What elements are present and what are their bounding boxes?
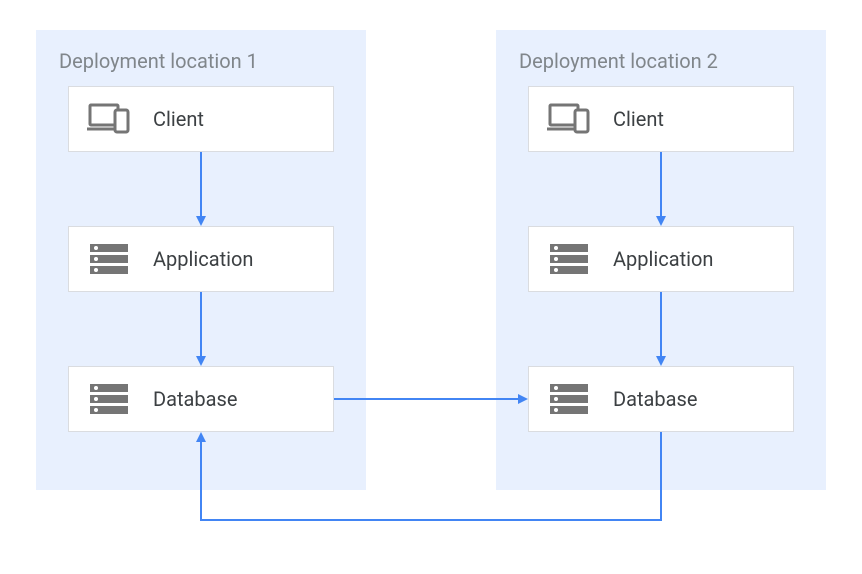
node-label: Client bbox=[613, 107, 664, 131]
region-title: Deployment location 2 bbox=[519, 49, 718, 73]
server-icon bbox=[547, 377, 591, 421]
server-icon bbox=[547, 237, 591, 281]
server-icon bbox=[87, 377, 131, 421]
node-app2: Application bbox=[528, 226, 794, 292]
node-label: Application bbox=[613, 247, 713, 271]
node-db1: Database bbox=[68, 366, 334, 432]
node-db2: Database bbox=[528, 366, 794, 432]
region-title: Deployment location 1 bbox=[59, 49, 258, 73]
node-client2: Client bbox=[528, 86, 794, 152]
client-icon bbox=[547, 97, 591, 141]
diagram-canvas: Deployment location 1 Deployment location… bbox=[0, 0, 862, 574]
node-label: Database bbox=[613, 387, 697, 411]
node-label: Application bbox=[153, 247, 253, 271]
node-label: Database bbox=[153, 387, 237, 411]
node-app1: Application bbox=[68, 226, 334, 292]
server-icon bbox=[87, 237, 131, 281]
client-icon bbox=[87, 97, 131, 141]
node-client1: Client bbox=[68, 86, 334, 152]
node-label: Client bbox=[153, 107, 204, 131]
